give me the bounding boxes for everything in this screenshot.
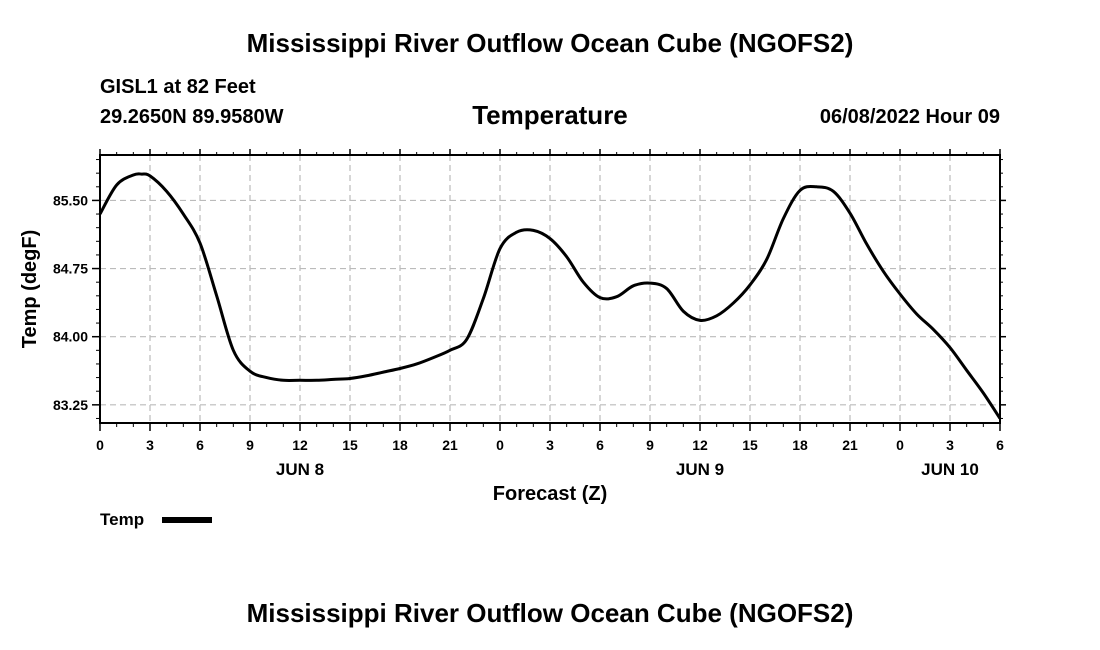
chart-main-title: Mississippi River Outflow Ocean Cube (NG… bbox=[246, 28, 854, 58]
x-axis-label: Forecast (Z) bbox=[493, 483, 607, 505]
forecast-datetime: 06/08/2022 Hour 09 bbox=[819, 106, 1000, 128]
series-line-temp bbox=[98, 172, 1002, 420]
plot-frame bbox=[99, 154, 1001, 424]
x-tick-label: 0 bbox=[896, 437, 904, 453]
x-tick-label: 6 bbox=[596, 437, 604, 453]
x-tick-label: 0 bbox=[96, 437, 104, 453]
x-tick-label: 9 bbox=[646, 437, 654, 453]
axis-layer: 0 3 6 9 12 15 18 21 0 3 6 9 12 15 18 21 0 3 6 83.25 84.00 84.… bbox=[53, 149, 1006, 479]
x-tick-label: 12 bbox=[292, 437, 308, 453]
station-label: GISL1 at 82 Feet bbox=[100, 76, 256, 98]
legend: Temp bbox=[100, 510, 212, 529]
legend-label: Temp bbox=[100, 510, 144, 529]
x-tick-label: 15 bbox=[742, 437, 758, 453]
x-tick-label: 9 bbox=[246, 437, 254, 453]
y-tick-label: 83.25 bbox=[53, 397, 88, 413]
y-tick-label: 85.50 bbox=[53, 192, 88, 208]
x-tick-label: 15 bbox=[342, 437, 358, 453]
y-axis-label: Temp (degF) bbox=[19, 230, 41, 349]
x-tick-label: 3 bbox=[546, 437, 554, 453]
variable-title: Temperature bbox=[472, 100, 628, 130]
grid-layer bbox=[100, 155, 1000, 423]
station-coordinates: 29.2650N 89.9580W bbox=[100, 106, 284, 128]
y-tick-label: 84.00 bbox=[53, 329, 88, 345]
x-tick-label: 21 bbox=[442, 437, 458, 453]
x-tick-label: 18 bbox=[392, 437, 408, 453]
x-tick-label: 0 bbox=[496, 437, 504, 453]
x-tick-label: 6 bbox=[996, 437, 1004, 453]
series-layer bbox=[98, 172, 1002, 420]
x-tick-label: 18 bbox=[792, 437, 808, 453]
x-tick-label: 6 bbox=[196, 437, 204, 453]
y-tick-label: 84.75 bbox=[53, 261, 88, 277]
date-label: JUN 9 bbox=[676, 460, 724, 479]
x-tick-label: 21 bbox=[842, 437, 858, 453]
x-tick-label: 3 bbox=[146, 437, 154, 453]
footer-title: Mississippi River Outflow Ocean Cube (NG… bbox=[246, 598, 854, 628]
date-label: JUN 10 bbox=[921, 460, 979, 479]
date-label: JUN 8 bbox=[276, 460, 324, 479]
x-tick-label: 3 bbox=[946, 437, 954, 453]
x-tick-label: 12 bbox=[692, 437, 708, 453]
